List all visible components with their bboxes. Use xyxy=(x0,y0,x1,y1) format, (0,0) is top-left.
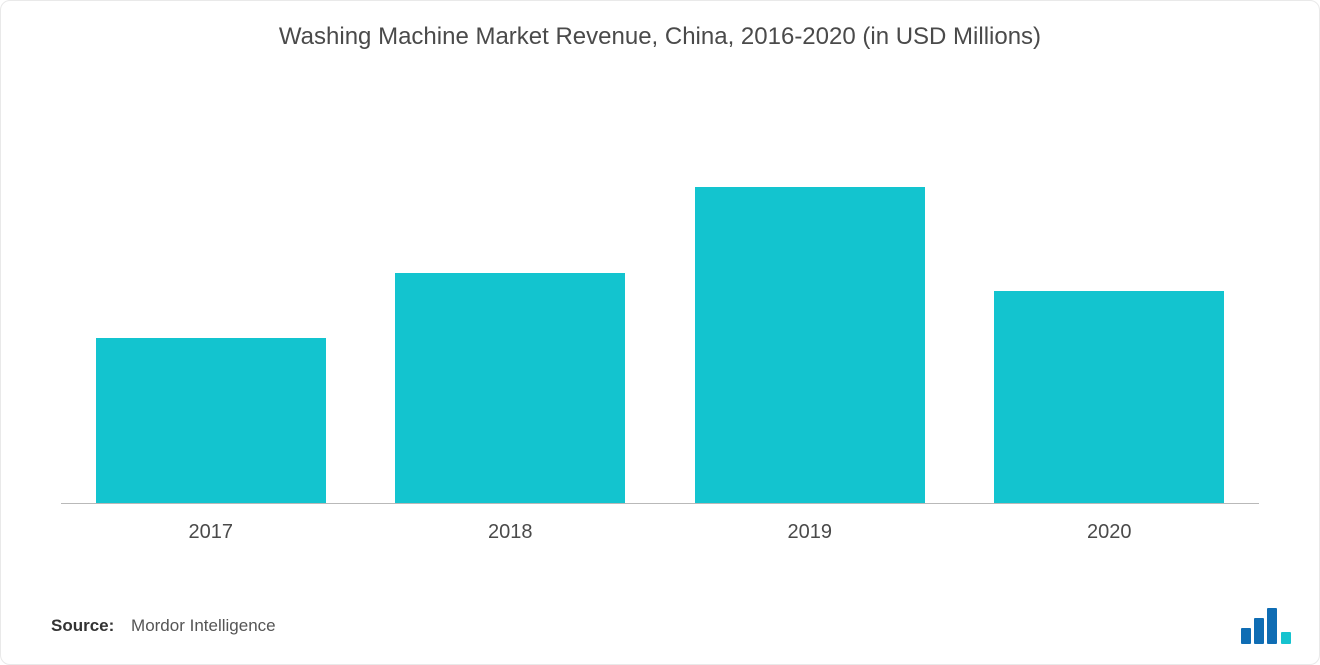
x-axis-label: 2020 xyxy=(960,521,1260,544)
x-axis-line xyxy=(61,503,1259,504)
bar xyxy=(395,273,625,504)
bar xyxy=(96,338,326,504)
x-axis-labels: 2017201820192020 xyxy=(61,521,1259,544)
x-axis-label: 2019 xyxy=(660,521,960,544)
bar-slot xyxy=(960,291,1260,504)
logo-icon xyxy=(1241,608,1293,644)
bar-slot xyxy=(61,338,361,504)
bars-container xyxy=(61,91,1259,504)
source-label: Source: xyxy=(51,616,114,635)
source-value: Mordor Intelligence xyxy=(131,616,276,635)
chart-title: Washing Machine Market Revenue, China, 2… xyxy=(1,1,1319,51)
chart-card: Washing Machine Market Revenue, China, 2… xyxy=(0,0,1320,665)
bar-slot xyxy=(660,187,960,504)
bar xyxy=(695,187,925,504)
brand-logo xyxy=(1241,608,1293,644)
bar xyxy=(994,291,1224,504)
plot-area xyxy=(61,91,1259,504)
source-row: Source: Mordor Intelligence xyxy=(51,616,276,636)
x-axis-label: 2018 xyxy=(361,521,661,544)
x-axis-label: 2017 xyxy=(61,521,361,544)
bar-slot xyxy=(361,273,661,504)
